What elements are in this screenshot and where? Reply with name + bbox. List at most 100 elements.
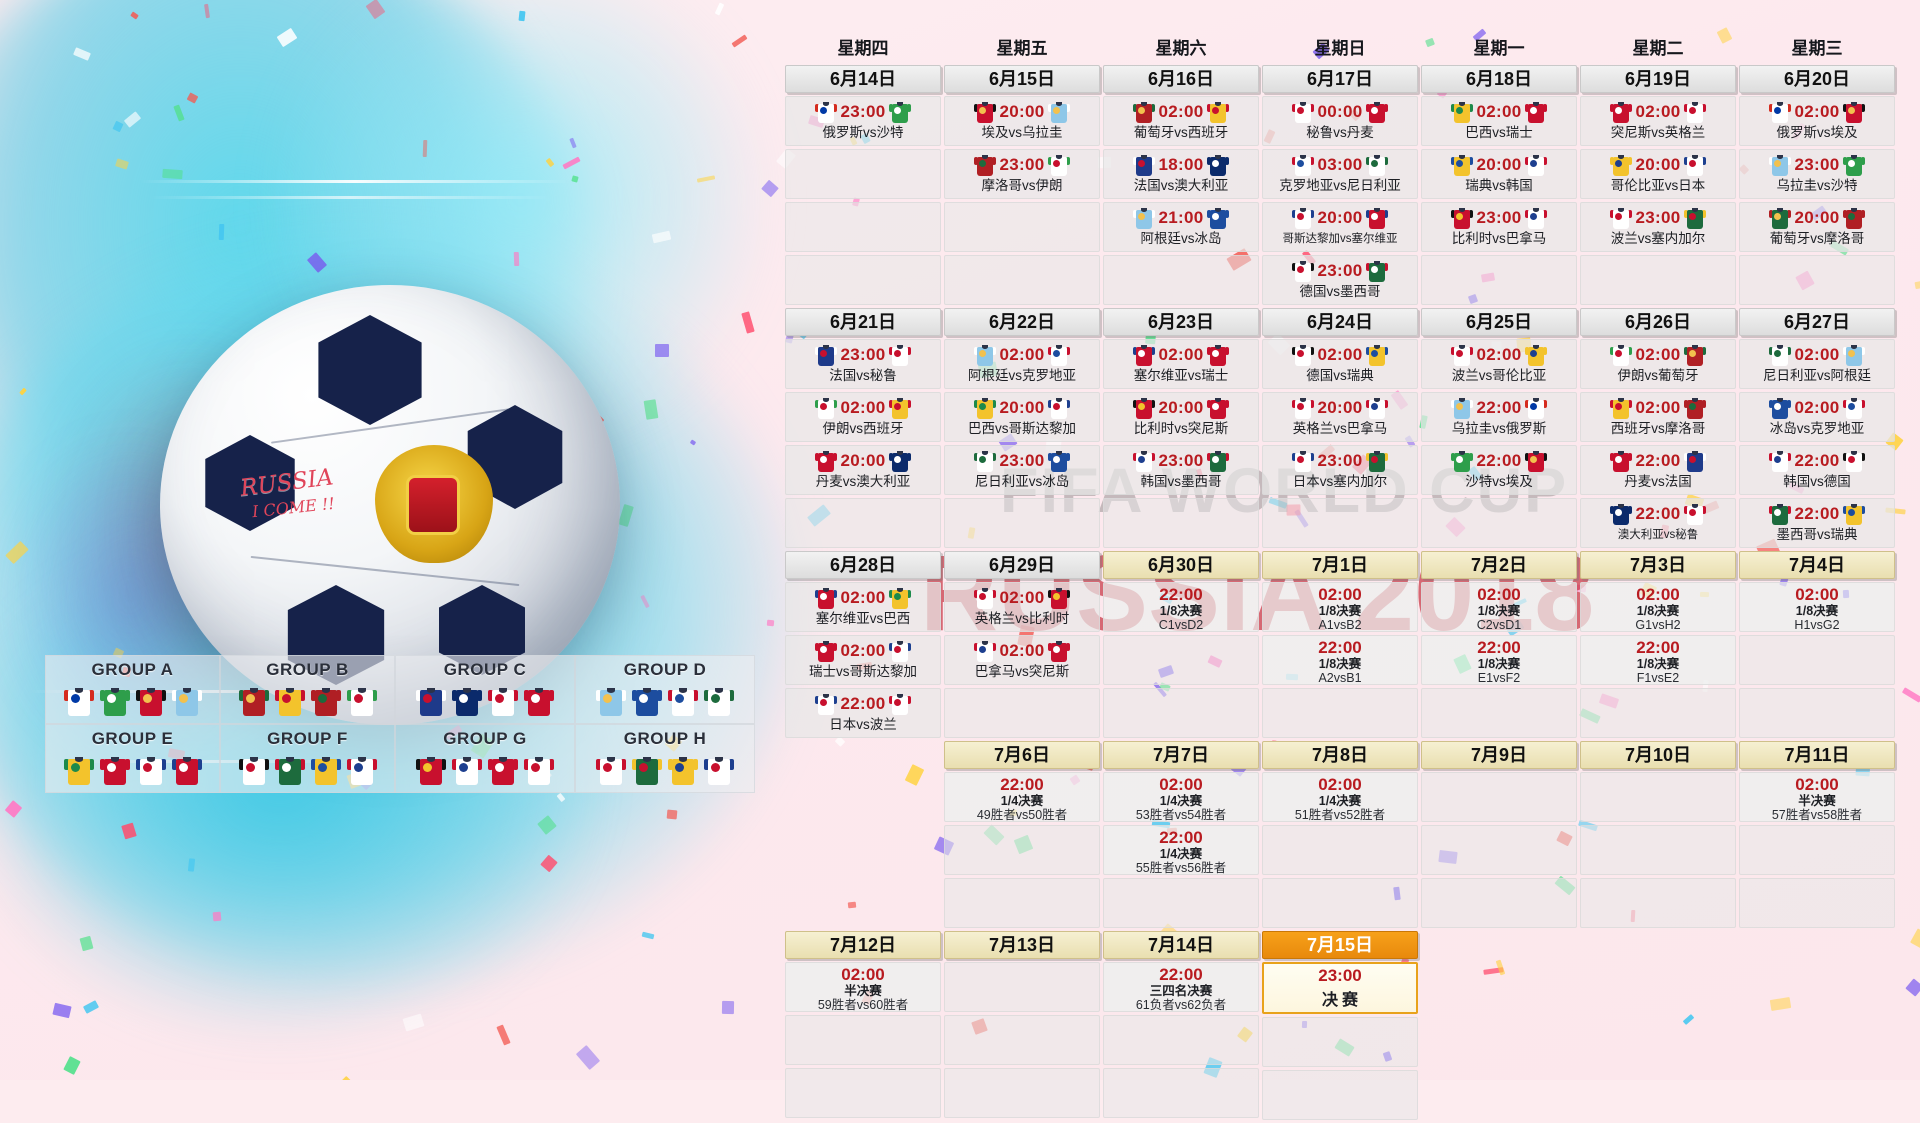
knockout-match-cell[interactable]: 02:00 1/8决赛 C2vsD1 (1421, 582, 1577, 632)
match-cell[interactable]: 02:00 伊朗vs葡萄牙 (1580, 339, 1736, 389)
date-chip[interactable]: 7月3日 (1580, 551, 1736, 579)
group-card[interactable]: GROUP A (45, 655, 220, 724)
knockout-match-cell[interactable]: 22:00 1/4决赛 49胜者vs50胜者 (944, 772, 1100, 822)
match-cell[interactable]: 02:00 塞尔维亚vs瑞士 (1103, 339, 1259, 389)
date-chip[interactable]: 6月21日 (785, 308, 941, 336)
date-chip[interactable]: 6月16日 (1103, 65, 1259, 93)
match-cell[interactable]: 20:00 巴西vs哥斯达黎加 (944, 392, 1100, 442)
match-cell[interactable]: 02:00 尼日利亚vs阿根廷 (1739, 339, 1895, 389)
date-chip[interactable]: 6月29日 (944, 551, 1100, 579)
match-cell[interactable]: 20:00 哥斯达黎加vs塞尔维亚 (1262, 202, 1418, 252)
match-cell[interactable]: 02:00 伊朗vs西班牙 (785, 392, 941, 442)
match-cell[interactable]: 02:00 俄罗斯vs埃及 (1739, 96, 1895, 146)
date-chip[interactable]: 6月14日 (785, 65, 941, 93)
match-cell[interactable]: 02:00 冰岛vs克罗地亚 (1739, 392, 1895, 442)
date-chip[interactable]: 7月4日 (1739, 551, 1895, 579)
match-cell[interactable]: 22:00 墨西哥vs瑞典 (1739, 498, 1895, 548)
knockout-match-cell[interactable]: 02:00 1/8决赛 G1vsH2 (1580, 582, 1736, 632)
date-chip[interactable]: 7月10日 (1580, 741, 1736, 769)
group-card[interactable]: GROUP G (395, 724, 575, 793)
match-cell[interactable]: 02:00 瑞士vs哥斯达黎加 (785, 635, 941, 685)
date-chip[interactable]: 7月1日 (1262, 551, 1418, 579)
group-card[interactable]: GROUP D (575, 655, 755, 724)
match-cell[interactable]: 23:00 尼日利亚vs冰岛 (944, 445, 1100, 495)
date-chip[interactable]: 7月6日 (944, 741, 1100, 769)
date-chip[interactable]: 6月20日 (1739, 65, 1895, 93)
match-cell[interactable]: 23:00 日本vs塞内加尔 (1262, 445, 1418, 495)
date-chip[interactable]: 7月7日 (1103, 741, 1259, 769)
match-cell[interactable]: 18:00 法国vs澳大利亚 (1103, 149, 1259, 199)
knockout-match-cell[interactable]: 22:00 1/4决赛 55胜者vs56胜者 (1103, 825, 1259, 875)
group-card[interactable]: GROUP B (220, 655, 395, 724)
match-cell[interactable]: 02:00 德国vs瑞典 (1262, 339, 1418, 389)
knockout-match-cell[interactable]: 02:00 1/4决赛 53胜者vs54胜者 (1103, 772, 1259, 822)
match-cell[interactable]: 22:00 沙特vs埃及 (1421, 445, 1577, 495)
final-match-cell[interactable]: 23:00 决赛 (1262, 962, 1418, 1014)
match-cell[interactable]: 02:00 英格兰vs比利时 (944, 582, 1100, 632)
match-cell[interactable]: 22:00 澳大利亚vs秘鲁 (1580, 498, 1736, 548)
match-cell[interactable]: 02:00 突尼斯vs英格兰 (1580, 96, 1736, 146)
knockout-match-cell[interactable]: 22:00 三四名决赛 61负者vs62负者 (1103, 962, 1259, 1012)
match-cell[interactable]: 22:00 丹麦vs法国 (1580, 445, 1736, 495)
date-chip[interactable]: 6月27日 (1739, 308, 1895, 336)
match-cell[interactable]: 20:00 比利时vs突尼斯 (1103, 392, 1259, 442)
date-chip[interactable]: 6月28日 (785, 551, 941, 579)
match-cell[interactable]: 03:00 克罗地亚vs尼日利亚 (1262, 149, 1418, 199)
group-card[interactable]: GROUP C (395, 655, 575, 724)
knockout-match-cell[interactable]: 22:00 1/8决赛 F1vsE2 (1580, 635, 1736, 685)
date-chip[interactable]: 7月15日 (1262, 931, 1418, 959)
match-cell[interactable]: 02:00 波兰vs哥伦比亚 (1421, 339, 1577, 389)
match-cell[interactable]: 02:00 巴西vs瑞士 (1421, 96, 1577, 146)
match-cell[interactable]: 20:00 英格兰vs巴拿马 (1262, 392, 1418, 442)
date-chip[interactable]: 7月9日 (1421, 741, 1577, 769)
match-cell[interactable]: 02:00 塞尔维亚vs巴西 (785, 582, 941, 632)
date-chip[interactable]: 7月13日 (944, 931, 1100, 959)
date-chip[interactable]: 7月8日 (1262, 741, 1418, 769)
match-cell[interactable]: 02:00 西班牙vs摩洛哥 (1580, 392, 1736, 442)
match-cell[interactable]: 23:00 德国vs墨西哥 (1262, 255, 1418, 305)
group-card[interactable]: GROUP E (45, 724, 220, 793)
date-chip[interactable]: 6月26日 (1580, 308, 1736, 336)
date-chip[interactable]: 6月19日 (1580, 65, 1736, 93)
match-cell[interactable]: 23:00 摩洛哥vs伊朗 (944, 149, 1100, 199)
date-chip[interactable]: 7月12日 (785, 931, 941, 959)
group-card[interactable]: GROUP F (220, 724, 395, 793)
knockout-match-cell[interactable]: 22:00 1/8决赛 C1vsD2 (1103, 582, 1259, 632)
knockout-match-cell[interactable]: 02:00 半决赛 57胜者vs58胜者 (1739, 772, 1895, 822)
match-cell[interactable]: 21:00 阿根廷vs冰岛 (1103, 202, 1259, 252)
knockout-match-cell[interactable]: 02:00 1/4决赛 51胜者vs52胜者 (1262, 772, 1418, 822)
knockout-match-cell[interactable]: 22:00 1/8决赛 A2vsB1 (1262, 635, 1418, 685)
date-chip[interactable]: 7月2日 (1421, 551, 1577, 579)
date-chip[interactable]: 6月25日 (1421, 308, 1577, 336)
match-cell[interactable]: 22:00 日本vs波兰 (785, 688, 941, 738)
group-card[interactable]: GROUP H (575, 724, 755, 793)
match-cell[interactable]: 00:00 秘鲁vs丹麦 (1262, 96, 1418, 146)
match-cell[interactable]: 23:00 韩国vs墨西哥 (1103, 445, 1259, 495)
match-cell[interactable]: 02:00 阿根廷vs克罗地亚 (944, 339, 1100, 389)
date-chip[interactable]: 6月15日 (944, 65, 1100, 93)
date-chip[interactable]: 6月24日 (1262, 308, 1418, 336)
knockout-match-cell[interactable]: 22:00 1/8决赛 E1vsF2 (1421, 635, 1577, 685)
match-cell[interactable]: 20:00 埃及vs乌拉圭 (944, 96, 1100, 146)
match-cell[interactable]: 23:00 波兰vs塞内加尔 (1580, 202, 1736, 252)
match-cell[interactable]: 02:00 葡萄牙vs西班牙 (1103, 96, 1259, 146)
match-cell[interactable]: 20:00 丹麦vs澳大利亚 (785, 445, 941, 495)
match-cell[interactable]: 02:00 巴拿马vs突尼斯 (944, 635, 1100, 685)
date-chip[interactable]: 6月23日 (1103, 308, 1259, 336)
knockout-match-cell[interactable]: 02:00 半决赛 59胜者vs60胜者 (785, 962, 941, 1012)
match-cell[interactable]: 23:00 法国vs秘鲁 (785, 339, 941, 389)
match-cell[interactable]: 23:00 比利时vs巴拿马 (1421, 202, 1577, 252)
date-chip[interactable]: 6月18日 (1421, 65, 1577, 93)
match-cell[interactable]: 22:00 韩国vs德国 (1739, 445, 1895, 495)
knockout-match-cell[interactable]: 02:00 1/8决赛 H1vsG2 (1739, 582, 1895, 632)
date-chip[interactable]: 7月14日 (1103, 931, 1259, 959)
match-cell[interactable]: 20:00 哥伦比亚vs日本 (1580, 149, 1736, 199)
match-cell[interactable]: 23:00 乌拉圭vs沙特 (1739, 149, 1895, 199)
date-chip[interactable]: 6月22日 (944, 308, 1100, 336)
date-chip[interactable]: 6月30日 (1103, 551, 1259, 579)
match-cell[interactable]: 20:00 瑞典vs韩国 (1421, 149, 1577, 199)
match-cell[interactable]: 20:00 葡萄牙vs摩洛哥 (1739, 202, 1895, 252)
match-cell[interactable]: 23:00 俄罗斯vs沙特 (785, 96, 941, 146)
knockout-match-cell[interactable]: 02:00 1/8决赛 A1vsB2 (1262, 582, 1418, 632)
date-chip[interactable]: 7月11日 (1739, 741, 1895, 769)
